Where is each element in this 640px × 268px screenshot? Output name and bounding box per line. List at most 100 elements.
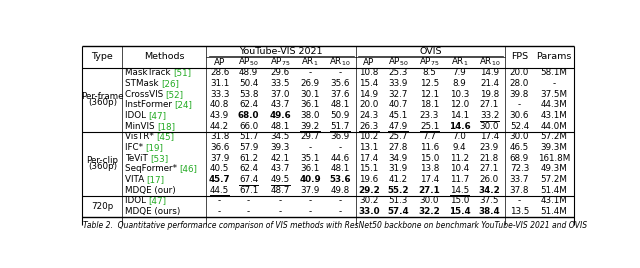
Text: 32.2: 32.2: [419, 207, 440, 216]
Text: 37.5: 37.5: [480, 196, 499, 206]
Text: Per-frame: Per-frame: [81, 92, 124, 101]
Text: [17]: [17]: [147, 175, 164, 184]
Text: 40.5: 40.5: [210, 165, 229, 173]
Text: OVIS: OVIS: [419, 47, 442, 56]
Text: 51.4M: 51.4M: [540, 186, 567, 195]
Text: 36.1: 36.1: [301, 165, 320, 173]
Text: 11.6: 11.6: [420, 143, 439, 152]
Text: 37.9: 37.9: [210, 154, 229, 163]
Text: 29.7: 29.7: [301, 132, 320, 142]
Text: 25.3: 25.3: [388, 68, 408, 77]
Text: 41.2: 41.2: [388, 175, 408, 184]
Text: 12.0: 12.0: [450, 100, 469, 109]
Text: MinVIS: MinVIS: [125, 122, 157, 131]
Text: 27.1: 27.1: [419, 186, 440, 195]
Text: -: -: [308, 207, 312, 216]
Text: 49.5: 49.5: [271, 175, 290, 184]
Text: -: -: [247, 207, 250, 216]
Text: [24]: [24]: [174, 100, 193, 109]
Text: SeqFormer*: SeqFormer*: [125, 165, 179, 173]
Text: 68.0: 68.0: [238, 111, 259, 120]
Text: 57.2M: 57.2M: [540, 132, 567, 142]
Text: 44.6: 44.6: [330, 154, 349, 163]
Text: 30.0: 30.0: [509, 132, 529, 142]
Text: 38.4: 38.4: [479, 207, 500, 216]
Text: 7.9: 7.9: [452, 68, 467, 77]
Text: 36.6: 36.6: [210, 143, 229, 152]
Text: 15.4: 15.4: [449, 207, 470, 216]
Text: 10.3: 10.3: [450, 90, 469, 99]
Text: 48.9: 48.9: [239, 68, 258, 77]
Text: [45]: [45]: [156, 132, 174, 142]
Text: 33.5: 33.5: [270, 79, 290, 88]
Text: 23.3: 23.3: [420, 111, 439, 120]
Text: 45.7: 45.7: [209, 175, 230, 184]
Text: 7.0: 7.0: [452, 132, 467, 142]
Text: 17.4: 17.4: [480, 132, 499, 142]
Text: -: -: [247, 196, 250, 206]
Text: [47]: [47]: [148, 111, 166, 120]
Text: AP: AP: [364, 58, 374, 67]
Text: 48.7: 48.7: [271, 186, 290, 195]
Text: 37.6: 37.6: [330, 90, 350, 99]
Text: 8.9: 8.9: [452, 79, 467, 88]
Text: AR$_1$: AR$_1$: [451, 56, 468, 68]
Text: 50.4: 50.4: [239, 79, 259, 88]
Text: 14.6: 14.6: [449, 122, 470, 131]
Text: 18.1: 18.1: [420, 100, 439, 109]
Text: 57.9: 57.9: [239, 143, 259, 152]
Text: 29.2: 29.2: [358, 186, 380, 195]
Text: 161.8M: 161.8M: [538, 154, 570, 163]
Text: 49.6: 49.6: [269, 111, 291, 120]
Text: 51.4M: 51.4M: [540, 207, 567, 216]
Text: 12.1: 12.1: [420, 90, 439, 99]
Text: 37.9: 37.9: [300, 186, 320, 195]
Text: 36.9: 36.9: [330, 132, 349, 142]
Text: 21.4: 21.4: [480, 79, 499, 88]
Text: AP: AP: [214, 58, 225, 67]
Text: -: -: [518, 196, 521, 206]
Text: 14.9: 14.9: [480, 68, 499, 77]
Text: AR$_{10}$: AR$_{10}$: [479, 56, 500, 68]
Text: 33.9: 33.9: [388, 79, 408, 88]
Text: STMask: STMask: [125, 79, 161, 88]
Text: 15.0: 15.0: [450, 196, 469, 206]
Text: 31.9: 31.9: [388, 165, 408, 173]
Text: 34.9: 34.9: [388, 154, 408, 163]
Text: 32.7: 32.7: [388, 90, 408, 99]
Text: (360p): (360p): [88, 98, 117, 107]
Text: 33.7: 33.7: [509, 175, 529, 184]
Text: 35.1: 35.1: [300, 154, 320, 163]
Text: AR$_1$: AR$_1$: [301, 56, 319, 68]
Text: 43.1M: 43.1M: [540, 111, 567, 120]
Text: 61.2: 61.2: [239, 154, 258, 163]
Text: 30.6: 30.6: [510, 111, 529, 120]
Text: 31.1: 31.1: [210, 79, 229, 88]
Text: -: -: [278, 196, 282, 206]
Text: MDQE (ours): MDQE (ours): [125, 207, 180, 216]
Text: 48.1: 48.1: [330, 100, 349, 109]
Text: 9.4: 9.4: [452, 143, 467, 152]
Text: 15.1: 15.1: [360, 165, 379, 173]
Text: 39.2: 39.2: [301, 122, 320, 131]
Text: -: -: [552, 79, 556, 88]
Text: 40.9: 40.9: [300, 175, 321, 184]
Text: 44.5: 44.5: [210, 186, 229, 195]
Text: 36.1: 36.1: [301, 100, 320, 109]
Text: 30.1: 30.1: [300, 90, 320, 99]
Text: 27.1: 27.1: [480, 165, 499, 173]
Text: 12.5: 12.5: [420, 79, 439, 88]
Text: 37.8: 37.8: [509, 186, 529, 195]
Text: YouTube-VIS 2021: YouTube-VIS 2021: [239, 47, 323, 56]
Text: -: -: [218, 196, 221, 206]
Text: 47.9: 47.9: [388, 122, 408, 131]
Text: 27.1: 27.1: [480, 100, 499, 109]
Text: 13.8: 13.8: [420, 165, 439, 173]
Text: 51.3: 51.3: [388, 196, 408, 206]
Text: [19]: [19]: [145, 143, 163, 152]
Text: 66.0: 66.0: [239, 122, 258, 131]
Text: [26]: [26]: [161, 79, 179, 88]
Text: 14.5: 14.5: [450, 186, 469, 195]
Text: 33.2: 33.2: [480, 111, 499, 120]
Text: [18]: [18]: [157, 122, 175, 131]
